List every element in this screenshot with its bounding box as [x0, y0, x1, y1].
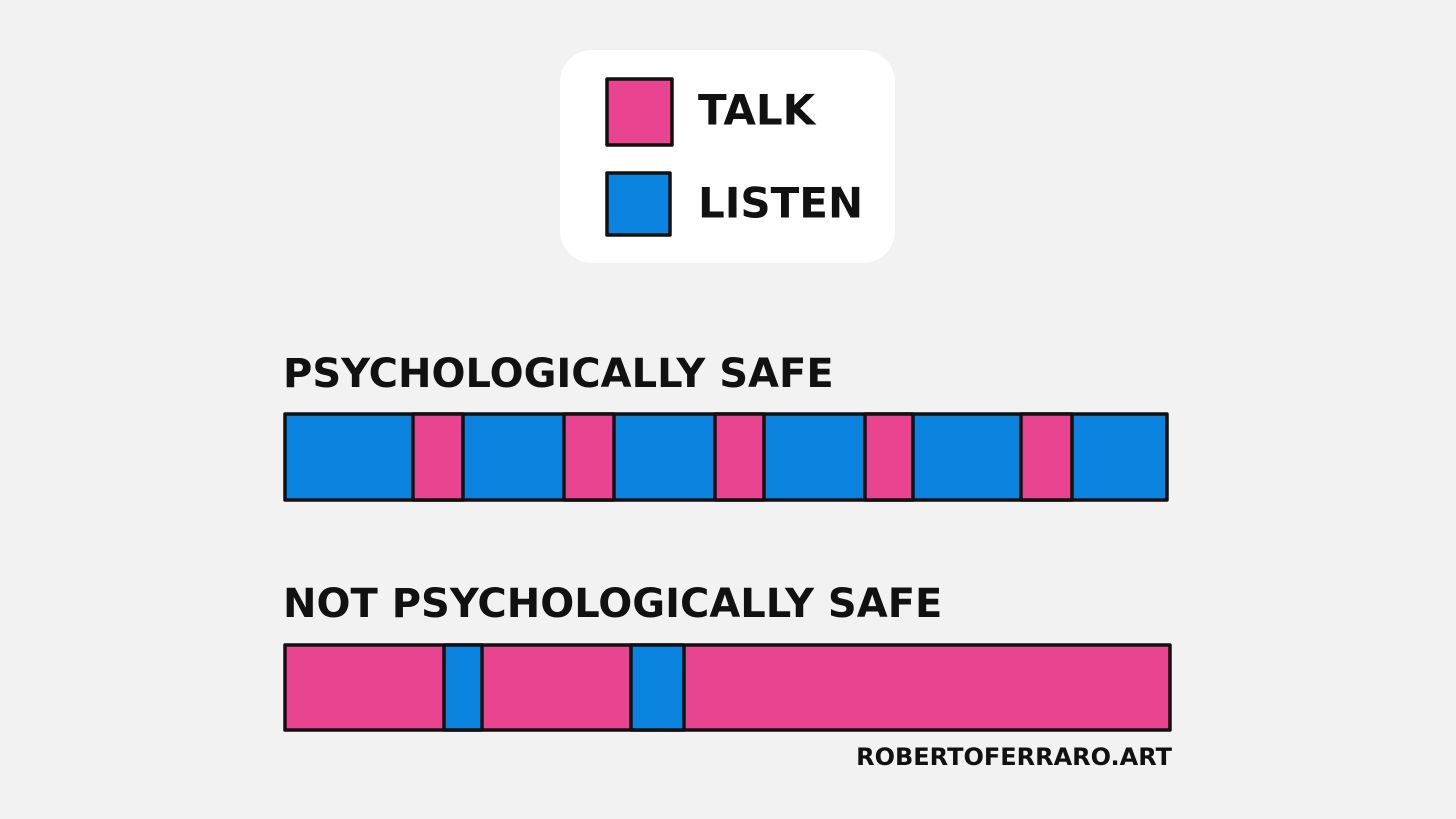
row-title: NOT PSYCHOLOGICALLY SAFE — [283, 581, 942, 627]
unsafe-bar — [283, 643, 1172, 732]
legend-label: LISTEN — [698, 179, 863, 228]
legend-swatch-listen — [605, 171, 672, 237]
legend-label: TALK — [698, 86, 817, 135]
safe-bar — [283, 412, 1169, 502]
bar-base — [283, 643, 1172, 732]
legend-swatch-talk — [605, 77, 674, 147]
talk-segment — [562, 412, 616, 502]
talk-segment — [411, 412, 465, 502]
row-title: PSYCHOLOGICALLY SAFE — [283, 351, 834, 397]
listen-segment — [442, 643, 484, 732]
listen-segment — [629, 643, 686, 732]
talk-segment — [1019, 412, 1074, 502]
talk-segment — [713, 412, 766, 502]
legend: TALK LISTEN — [560, 50, 895, 263]
credit: ROBERTOFERRARO.ART — [856, 743, 1173, 771]
talk-segment — [863, 412, 915, 502]
